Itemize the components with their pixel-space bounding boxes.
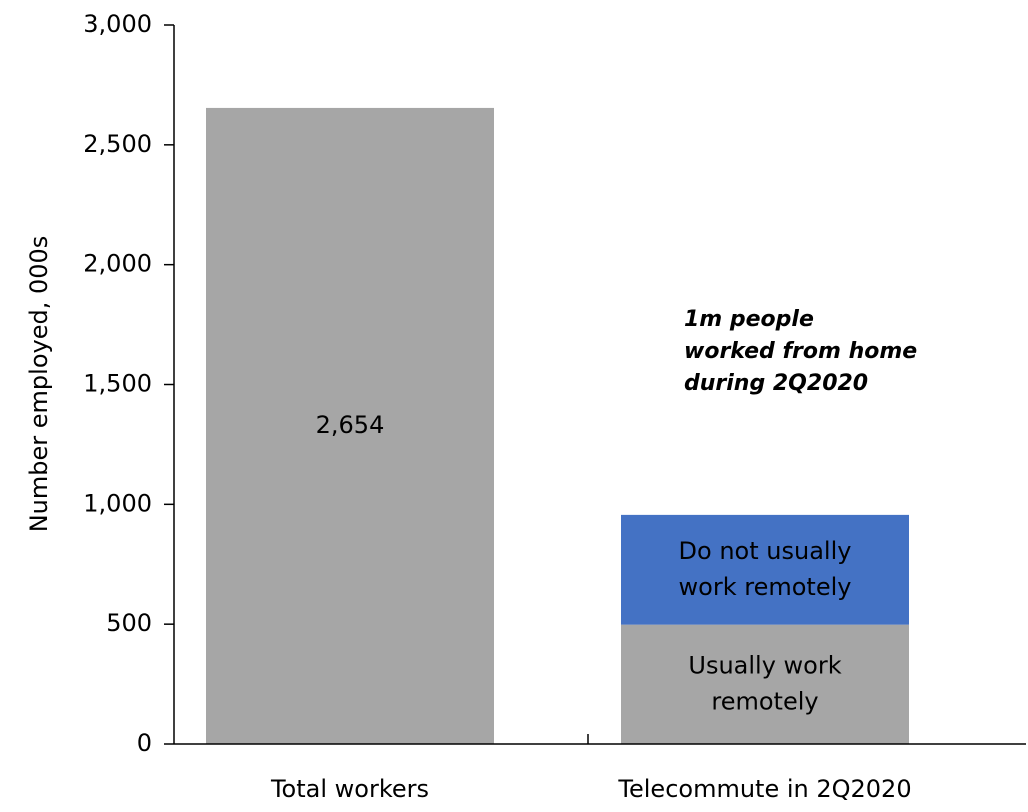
y-tick-label: 500 (106, 609, 152, 637)
y-tick-label: 2,000 (83, 250, 152, 278)
bar-segment-label: 2,654 (316, 411, 385, 439)
y-tick-label: 3,000 (83, 10, 152, 38)
bar-segment-label: Usually work remotely (688, 651, 841, 715)
x-category-label: Telecommute in 2Q2020 (617, 775, 911, 803)
annotation-text: 1m people worked from home during 2Q2020 (684, 307, 917, 396)
segment-labels: 2,654 Usually work remotely Do not usually w… (316, 411, 852, 715)
x-category-labels: Total workers Telecommute in 2Q2020 (270, 775, 912, 803)
bar-segment-label: Do not usually work remotely (679, 537, 852, 601)
y-ticks: 0 500 1,000 1,500 2,000 2,500 3,000 (83, 10, 589, 757)
y-tick-label: 2,500 (83, 130, 152, 158)
bar-segment (621, 514, 909, 625)
y-tick-label: 1,500 (83, 370, 152, 398)
bar-segment (206, 107, 494, 744)
bar-segment (621, 624, 909, 744)
x-category-label: Total workers (270, 775, 429, 803)
y-tick-label: 1,000 (83, 489, 152, 517)
y-axis-title: Number employed, 000s (25, 236, 53, 533)
y-tick-label: 0 (137, 729, 152, 757)
bars-layer (206, 107, 909, 744)
